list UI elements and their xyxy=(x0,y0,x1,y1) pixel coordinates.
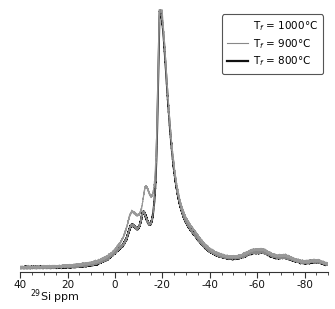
Text: $^{29}$Si ppm: $^{29}$Si ppm xyxy=(30,287,80,306)
Legend: T$_f$ = 1000°C, T$_f$ = 900°C, T$_f$ = 800°C: T$_f$ = 1000°C, T$_f$ = 900°C, T$_f$ = 8… xyxy=(222,15,323,74)
